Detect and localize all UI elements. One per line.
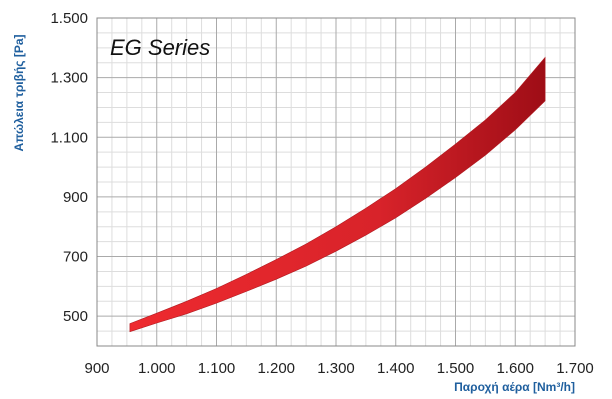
y-tick-label: 1.500 [50,10,88,27]
y-tick-label: 700 [63,249,88,266]
x-tick-label: 900 [84,360,109,377]
x-tick-labels: 900 1.000 1.100 1.200 1.300 1.400 1.500 1.600 1.… [84,360,593,377]
y-tick-labels: 500 700 900 1.100 1.300 1.500 [50,10,88,325]
major-gridlines [97,18,575,346]
y-tick-label: 900 [63,189,88,206]
y-tick-label: 1.300 [50,70,88,87]
x-tick-label: 1.000 [138,360,176,377]
x-tick-label: 1.100 [198,360,236,377]
x-tick-label: 1.500 [437,360,475,377]
y-axis-title: Απώλεια τριβής [Pa] [12,34,26,151]
x-tick-label: 1.600 [496,360,534,377]
plot-frame [96,17,576,347]
x-axis-title: Παροχή αέρα [Nm³/h] [454,380,575,394]
x-tick-label: 1.400 [377,360,415,377]
series-layer [129,56,546,333]
chart-title: EG Series [110,35,210,60]
y-tick-label: 500 [63,308,88,325]
pressure-loss-band [129,56,546,333]
x-tick-label: 1.300 [317,360,355,377]
x-tick-label: 1.200 [257,360,295,377]
x-tick-label: 1.700 [556,360,594,377]
y-tick-label: 1.100 [50,129,88,146]
